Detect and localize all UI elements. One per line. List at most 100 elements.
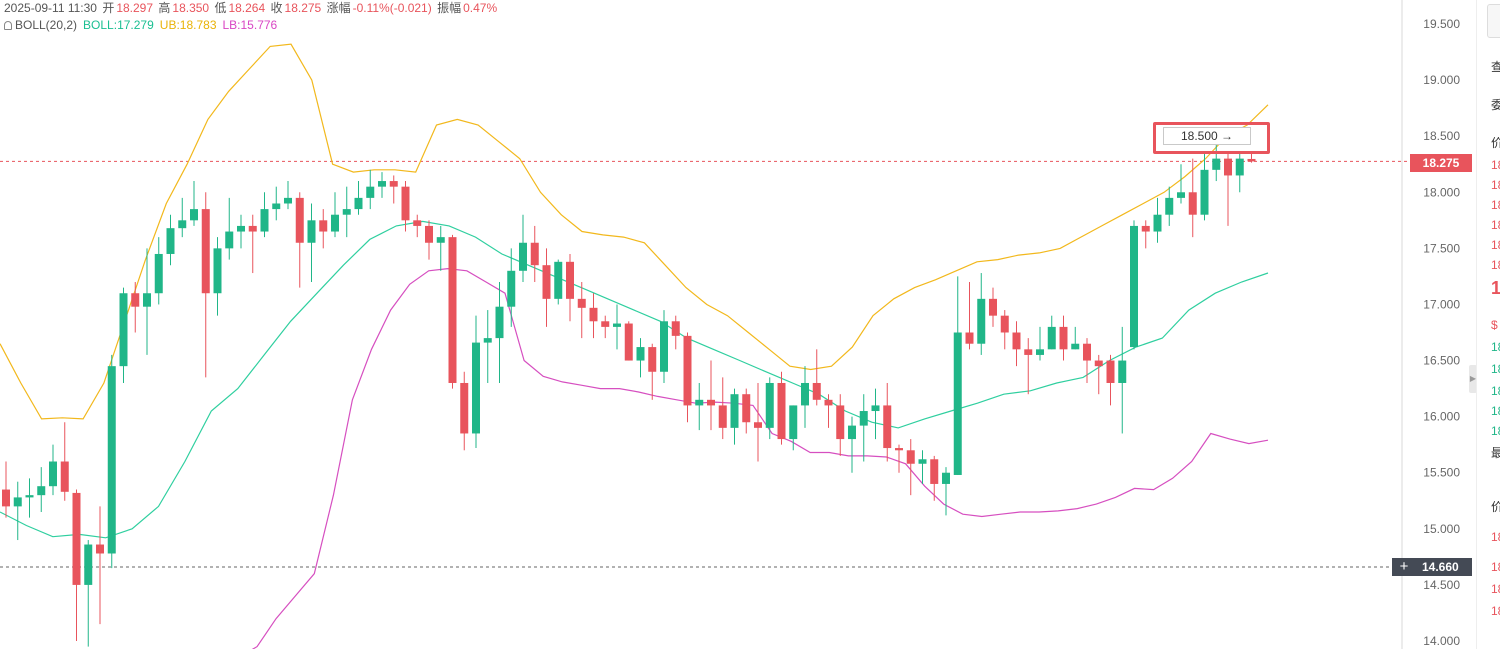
- panel-cell: 18: [1491, 178, 1500, 192]
- candle-body: [72, 492, 81, 585]
- candle-body: [248, 225, 257, 232]
- plus-icon[interactable]: +: [1399, 558, 1409, 575]
- panel-cell: 18: [1491, 530, 1500, 544]
- candle: [730, 388, 739, 445]
- candle: [953, 276, 962, 475]
- y-tick-label: 19.000: [1423, 73, 1460, 87]
- candle: [201, 192, 210, 378]
- candle: [848, 416, 856, 473]
- panel-collapse-handle[interactable]: ▶: [1469, 365, 1477, 393]
- candle: [1071, 326, 1080, 350]
- panel-cell: 18: [1491, 604, 1500, 618]
- candle-body: [1235, 158, 1244, 176]
- candle-body: [307, 220, 316, 243]
- panel-cell: 委: [1491, 96, 1500, 113]
- chevron-right-icon: ▶: [1469, 374, 1477, 383]
- candle: [577, 282, 586, 339]
- candle-body: [354, 197, 363, 210]
- price-alert-box[interactable]: [1153, 122, 1270, 154]
- panel-tab-button[interactable]: [1487, 4, 1500, 38]
- candle: [695, 382, 704, 431]
- candle-body: [918, 459, 927, 464]
- datetime-label: 2025-09-11 11:30: [4, 1, 97, 15]
- candle-body: [1024, 349, 1033, 355]
- candle-body: [13, 497, 22, 507]
- candle-body: [859, 411, 868, 426]
- candle-body: [1012, 332, 1021, 350]
- candle-body: [1118, 360, 1127, 383]
- candle-body: [1083, 343, 1091, 361]
- candle-body: [730, 394, 739, 428]
- candle-body: [154, 253, 163, 294]
- candle: [895, 444, 903, 473]
- crosshair-price-tag[interactable]: + 14.660: [1392, 558, 1472, 576]
- candle: [906, 439, 915, 496]
- candle-body: [683, 335, 692, 406]
- candle-body: [507, 270, 516, 307]
- candle: [448, 234, 457, 389]
- candle-body: [1000, 315, 1009, 333]
- candle-body: [824, 399, 833, 406]
- candle: [613, 304, 621, 350]
- candle: [742, 388, 751, 434]
- candle-body: [765, 382, 774, 428]
- candle: [237, 214, 245, 249]
- lb-value: LB:15.776: [222, 18, 278, 32]
- panel-cell: 18: [1491, 238, 1500, 252]
- candle-body: [119, 293, 128, 367]
- candle: [671, 315, 680, 350]
- bell-icon[interactable]: [4, 21, 12, 30]
- candle: [2, 461, 10, 518]
- candle-body: [1130, 225, 1138, 348]
- candle: [166, 214, 175, 266]
- panel-cell: 价: [1491, 134, 1500, 151]
- boll-value: BOLL:17.279: [83, 18, 154, 32]
- candle-body: [789, 405, 798, 440]
- panel-cell: 18: [1491, 384, 1500, 398]
- candle-body: [1224, 158, 1232, 176]
- panel-cell: 18: [1491, 560, 1500, 574]
- candle: [1188, 158, 1197, 238]
- price-alert-label[interactable]: 18.500 →: [1163, 127, 1251, 145]
- candle-body: [107, 366, 116, 554]
- candle-body: [389, 181, 398, 187]
- candle: [554, 259, 563, 305]
- candle-body: [237, 225, 245, 232]
- candle: [284, 181, 292, 210]
- candle-body: [131, 293, 140, 307]
- candle-body: [213, 248, 222, 294]
- candle-body: [930, 459, 939, 484]
- candle: [871, 388, 880, 440]
- candle-body: [319, 220, 328, 232]
- candle: [295, 192, 304, 288]
- candle: [601, 315, 610, 339]
- panel-cell: 18: [1491, 340, 1500, 354]
- panel-cell: 18: [1491, 198, 1500, 212]
- candle-body: [49, 461, 57, 487]
- candle: [25, 478, 34, 518]
- candle: [1212, 141, 1221, 182]
- candle-body: [754, 422, 762, 428]
- candle: [260, 192, 269, 238]
- candle: [154, 237, 163, 305]
- panel-cell: 最: [1491, 444, 1500, 461]
- indicator-name[interactable]: BOLL(20,2): [15, 18, 78, 32]
- candle-body: [272, 203, 281, 210]
- candle-body: [84, 544, 93, 585]
- candle-body: [883, 405, 892, 449]
- candle-body: [472, 342, 480, 434]
- high-value: 18.350: [172, 1, 210, 15]
- candle-body: [577, 298, 586, 308]
- panel-cell: 1: [1491, 278, 1500, 299]
- candle: [1000, 310, 1009, 350]
- candle: [84, 540, 93, 647]
- candle-body: [342, 209, 351, 215]
- candle-body: [895, 448, 903, 451]
- candle: [378, 172, 386, 198]
- candle-body: [225, 231, 234, 249]
- candle: [542, 248, 551, 327]
- candle-body: [836, 405, 845, 440]
- candle: [1235, 153, 1244, 193]
- candle-body: [613, 323, 621, 327]
